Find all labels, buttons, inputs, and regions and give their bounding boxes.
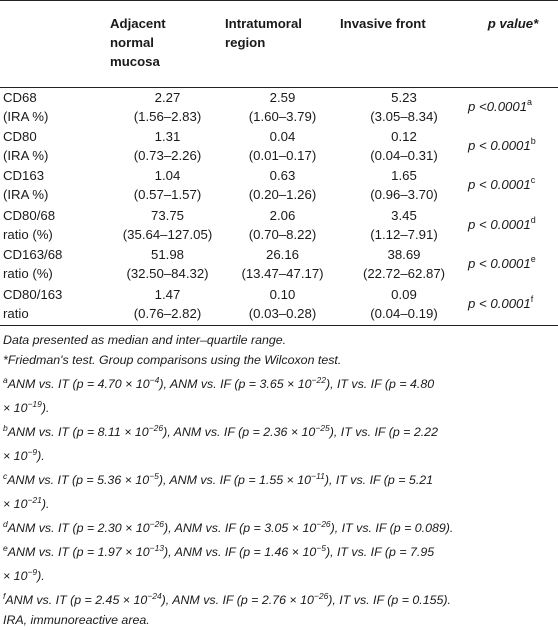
- footnote-d: dANM vs. IT (p = 2.30 × 10−26), ANM vs. …: [3, 519, 454, 535]
- table-row: CD80/163 ratio 1.47 (0.76–2.82) 0.10 (0.03–0.…: [0, 285, 558, 325]
- footnote-a: aANM vs. IT (p = 4.70 × 10−4), ANM vs. I…: [3, 375, 435, 415]
- cell-invasive-front: 1.65 (0.96–3.70): [370, 168, 438, 202]
- cell-adjacent-normal-mucosa: 1.04 (0.57–1.57): [133, 168, 202, 202]
- table-row: CD163/68 ratio (%) 51.98 (32.50–84.32) 26.16…: [0, 245, 558, 285]
- data-table: Adjacent normal mucosa Intratumoral regi…: [0, 0, 558, 324]
- cell-intratumoral-region: 26.16 (13.47–47.17): [241, 247, 324, 281]
- cell-p-value: p < 0.0001b: [468, 135, 536, 153]
- cell-invasive-front: 0.09 (0.04–0.19): [370, 286, 438, 321]
- note-friedman: *Friedman's test. Group comparisons usin…: [3, 353, 342, 367]
- cell-adjacent-normal-mucosa: 73.75 (35.64–127.05): [122, 207, 213, 242]
- bottom-rule: [0, 325, 558, 326]
- cell-p-value: p <0.0001a: [468, 96, 533, 114]
- header-invasive-front: Invasive front: [340, 16, 426, 31]
- cell-p-value: p < 0.0001c: [468, 175, 536, 192]
- cell-invasive-front: 5.23 (3.05–8.34): [370, 89, 438, 124]
- cell-intratumoral-region: 2.59 (1.60–3.79): [248, 89, 317, 124]
- table-row: CD163 (IRA %) 1.04 (0.57–1.57) 0.63 (0.20–1.2…: [0, 166, 558, 206]
- cell-invasive-front: 0.12 (0.04–0.31): [370, 128, 438, 163]
- header-intratumoral-region: Intratumoral region: [225, 16, 302, 50]
- table-body: CD68 (IRA %) 2.27 (1.56–2.83) 2.59 (1.60–3.79…: [0, 87, 558, 324]
- cell-intratumoral-region: 0.04 (0.01–0.17): [248, 128, 317, 163]
- cell-intratumoral-region: 2.06 (0.70–8.22): [248, 207, 317, 242]
- footnote-c: cANM vs. IT (p = 5.36 × 10−5), ANM vs. I…: [3, 471, 434, 511]
- table-row: CD68 (IRA %) 2.27 (1.56–2.83) 2.59 (1.60–3.79…: [0, 87, 558, 127]
- row-label: CD163 (IRA %): [3, 168, 49, 202]
- footnote-f: fANM vs. IT (p = 2.45 × 10−24), ANM vs. …: [3, 591, 451, 607]
- row-label: CD80/68 ratio (%): [3, 207, 56, 242]
- note-ira: IRA, immunoreactive area.: [3, 613, 150, 627]
- cell-intratumoral-region: 0.63 (0.20–1.26): [248, 168, 317, 202]
- footnote-b: bANM vs. IT (p = 8.11 × 10−26), ANM vs. …: [3, 423, 438, 463]
- table-notes: Data presented as median and inter–quart…: [3, 330, 555, 630]
- cell-p-value: p < 0.0001e: [468, 254, 536, 271]
- cell-adjacent-normal-mucosa: 1.31 (0.73–2.26): [133, 128, 202, 163]
- table-row: CD80/68 ratio (%) 73.75 (35.64–127.05) 2.06(…: [0, 206, 558, 246]
- cell-adjacent-normal-mucosa: 2.27 (1.56–2.83): [133, 89, 202, 124]
- row-label: CD163/68 ratio (%): [3, 247, 63, 281]
- table-row: CD80 (IRA %) 1.31 (0.73–2.26) 0.04 (0.01–0.17…: [0, 127, 558, 167]
- cell-intratumoral-region: 0.10 (0.03–0.28): [248, 286, 317, 321]
- header-row: Adjacent normal mucosa Intratumoral regi…: [0, 0, 558, 87]
- row-label: CD80 (IRA %): [3, 128, 49, 163]
- note-data-presented: Data presented as median and inter–quart…: [3, 333, 287, 347]
- header-p-value: p value*: [487, 16, 539, 31]
- cell-p-value: p < 0.0001f: [468, 293, 534, 311]
- footnote-e: eANM vs. IT (p = 1.97 × 10−13), ANM vs. …: [3, 543, 435, 583]
- cell-p-value: p < 0.0001d: [468, 214, 536, 232]
- cell-invasive-front: 3.45 (1.12–7.91): [370, 207, 438, 242]
- header-adjacent-normal-mucosa: Adjacent normal mucosa: [110, 16, 166, 69]
- row-label: CD80/163 ratio: [3, 286, 63, 321]
- cell-adjacent-normal-mucosa: 1.47 (0.76–2.82): [133, 286, 202, 321]
- cell-invasive-front: 38.69 (22.72–62.87): [362, 247, 446, 281]
- cell-adjacent-normal-mucosa: 51.98 (32.50–84.32): [126, 247, 209, 281]
- row-label: CD68 (IRA %): [3, 89, 49, 124]
- header-blank: [0, 0, 110, 87]
- top-rule: [0, 0, 558, 1]
